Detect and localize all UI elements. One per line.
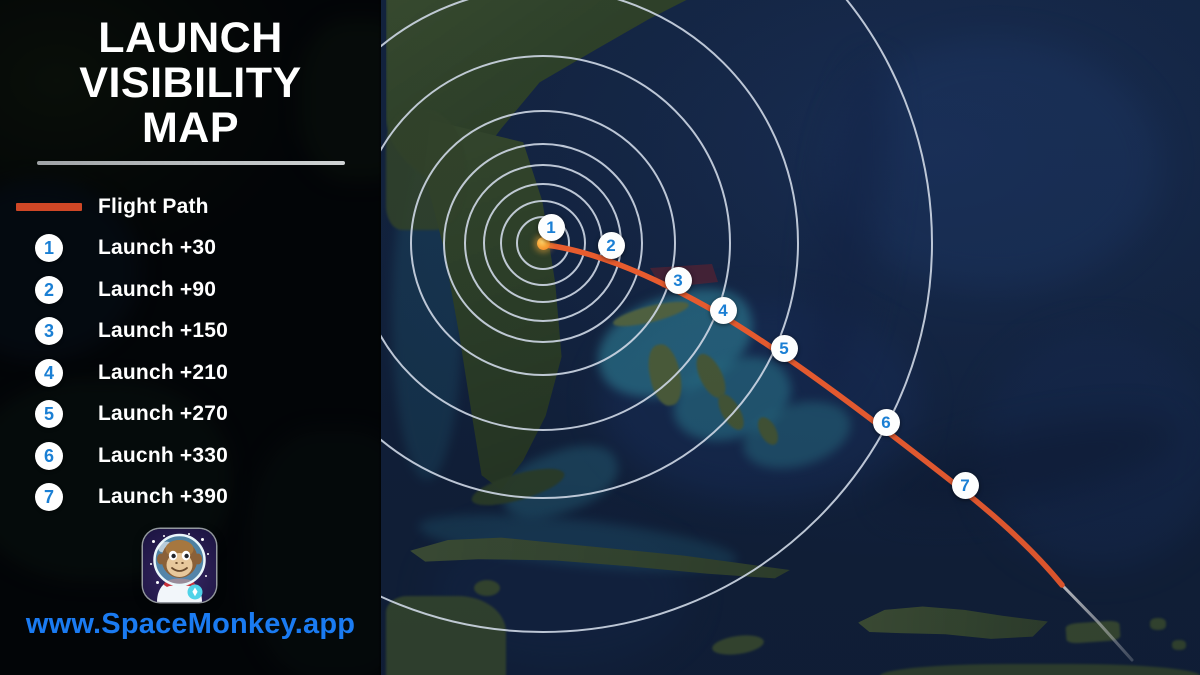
map-marker-7[interactable]: 7 (951, 471, 979, 499)
legend-badge-wrap-3: 3 (0, 317, 98, 346)
legend-badge-wrap-7: 7 (0, 483, 98, 512)
legend-label-5: Launch +270 (98, 402, 229, 426)
isla-de-la-juventud (474, 580, 500, 596)
legend-badge-wrap-6: 6 (0, 441, 98, 470)
lesser-antilles-island (1172, 640, 1186, 650)
flight-path-swatch-wrap (0, 202, 98, 211)
legend-badge-wrap-5: 5 (0, 400, 98, 429)
info-sidebar: LAUNCH VISIBILITY MAP Flight Path 1 Laun… (0, 0, 381, 675)
website-url[interactable]: www.SpaceMonkey.app (25, 608, 356, 640)
title-line-3: MAP (141, 104, 240, 152)
flight-path-tail (1060, 583, 1134, 662)
icon-star (188, 533, 190, 535)
monkey-pupil-left (171, 553, 176, 559)
legend-badge-5: 5 (35, 400, 63, 429)
title-line-2: VISIBILITY (79, 59, 302, 107)
page-title: LAUNCH VISIBILITY MAP (0, 16, 381, 151)
monkey-ear-right (194, 553, 202, 565)
legend-badge-7: 7 (35, 483, 63, 512)
icon-star (163, 535, 165, 537)
space-monkey-app-icon[interactable] (143, 529, 216, 602)
legend-row-2[interactable]: 2 Launch +90 (0, 269, 381, 311)
map-marker-2[interactable]: 2 (597, 231, 625, 259)
icon-star (150, 563, 152, 565)
georgia-coast-landmass (386, 110, 466, 230)
map-marker-5[interactable]: 5 (770, 334, 798, 362)
flight-path-line-icon (16, 202, 82, 211)
legend-row-flight-path[interactable]: Flight Path (0, 186, 381, 228)
legend-row-4[interactable]: 4 Launch +210 (0, 352, 381, 394)
legend-label-4: Launch +210 (98, 360, 229, 384)
legend-row-3[interactable]: 3 Launch +150 (0, 311, 381, 353)
legend-badge-4: 4 (35, 358, 63, 387)
legend-row-7[interactable]: 7 Launch +390 (0, 477, 381, 519)
icon-star (201, 538, 204, 541)
monkey-ear-left (157, 553, 165, 565)
legend-label-flight-path: Flight Path (98, 194, 209, 218)
legend-label-3: Launch +150 (98, 319, 229, 343)
legend-badge-2: 2 (35, 275, 63, 304)
legend-badge-wrap-1: 1 (0, 234, 98, 263)
legend-badge-wrap-4: 4 (0, 358, 98, 387)
sidebar-edge-shadow (378, 0, 381, 675)
icon-star (156, 581, 159, 584)
legend-label-7: Launch +390 (98, 485, 229, 509)
monkey-astronaut-illustration (153, 533, 206, 602)
monkey-nostril-right (181, 562, 184, 564)
helmet-rim (153, 533, 206, 587)
flight-path-line (543, 242, 1065, 588)
range-ring-5 (443, 143, 643, 343)
title-line-1: LAUNCH (98, 14, 283, 62)
lesser-antilles-island (1150, 618, 1166, 630)
legend-row-6[interactable]: 6 Laucnh +330 (0, 435, 381, 477)
range-ring-2 (500, 200, 586, 286)
rocket-emblem-icon (192, 587, 198, 597)
monkey-nostril-left (175, 562, 178, 564)
map-marker-3[interactable]: 3 (664, 266, 692, 294)
monkey-pupil-right (184, 553, 189, 559)
legend-label-2: Launch +90 (98, 277, 217, 301)
legend-row-5[interactable]: 5 Launch +270 (0, 394, 381, 436)
legend-badge-6: 6 (35, 441, 63, 470)
map-marker-4[interactable]: 4 (709, 296, 737, 324)
title-divider (37, 161, 345, 165)
icon-star (152, 540, 155, 543)
legend-label-6: Laucnh +330 (98, 443, 229, 467)
legend-badge-1: 1 (35, 234, 63, 263)
legend-badge-3: 3 (35, 317, 63, 346)
monkey-smile (171, 567, 188, 572)
legend-row-1[interactable]: 1 Launch +30 (0, 228, 381, 270)
icon-star (207, 553, 209, 555)
yucatan-landmass (386, 596, 506, 675)
range-ring-6 (410, 110, 676, 376)
map-marker-1[interactable]: 1 (537, 213, 565, 241)
south-america-coast-landmass (880, 664, 1200, 675)
map-marker-6[interactable]: 6 (872, 408, 900, 436)
legend-label-1: Launch +30 (98, 236, 217, 260)
legend: Flight Path 1 Launch +30 2 Launch +90 (0, 186, 381, 518)
legend-badge-wrap-2: 2 (0, 275, 98, 304)
icon-star (205, 575, 207, 577)
